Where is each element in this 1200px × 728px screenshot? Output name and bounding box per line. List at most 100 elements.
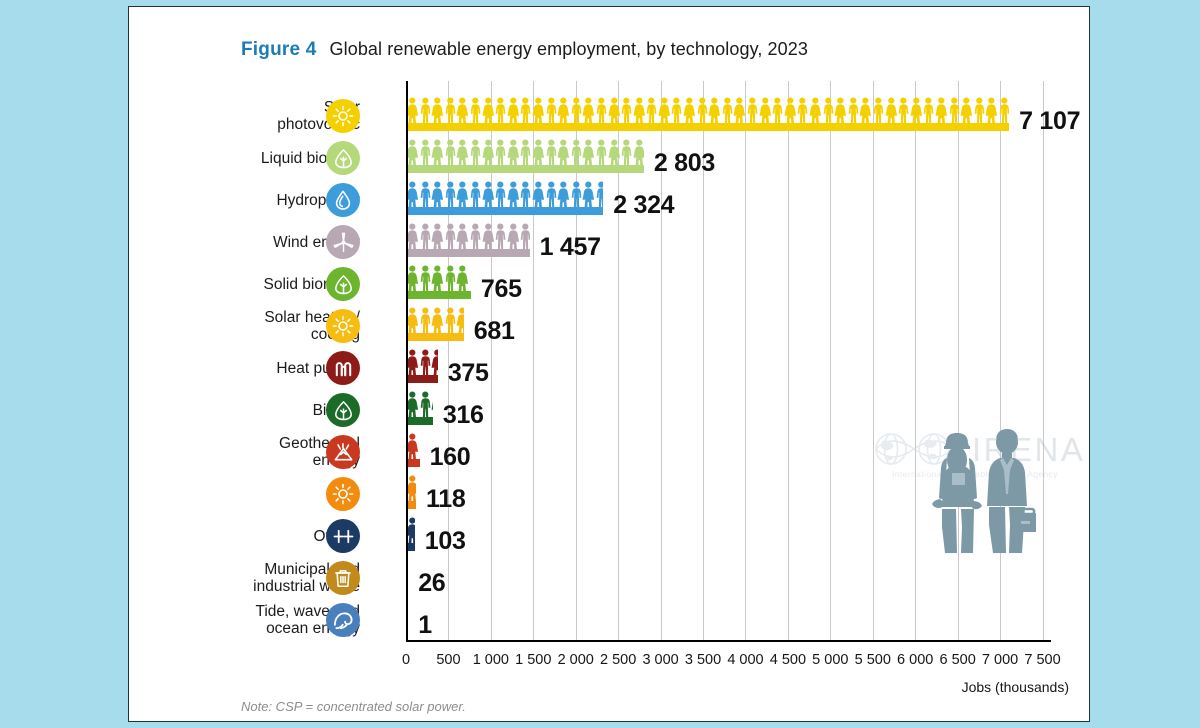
gridline [1042, 81, 1044, 642]
gridline [575, 81, 577, 642]
category-row[interactable]: CSP [180, 473, 360, 515]
bar-value-label: 160 [429, 443, 471, 471]
bar-row[interactable]: 765 [406, 257, 1051, 303]
bar-value-label: 681 [473, 317, 515, 345]
x-tick-label: 5 000 [812, 652, 849, 668]
bar-base [406, 375, 438, 383]
category-row[interactable]: Hydropower [180, 179, 360, 221]
bar-row[interactable]: 2 803 [406, 131, 1051, 177]
bar-value-label: 26 [418, 569, 446, 597]
bar [406, 425, 420, 467]
figure-note: Note: CSP = concentrated solar power. [241, 699, 466, 714]
bar [406, 257, 471, 299]
page-title: Global renewable energy employment, by t… [329, 39, 808, 59]
gridline [915, 81, 917, 642]
bar-row[interactable]: 681 [406, 299, 1051, 345]
gridline [872, 81, 874, 642]
bar [406, 173, 604, 215]
x-tick-label: 2 000 [557, 652, 594, 668]
bar-value-label: 1 [418, 611, 432, 639]
wave-icon [326, 603, 360, 637]
bar [406, 299, 464, 341]
leaf-icon [326, 141, 360, 175]
category-row[interactable]: Geothermalenergy [180, 431, 360, 473]
category-row[interactable]: Solar heating/cooling [180, 305, 360, 347]
category-row[interactable]: Municipal and industrial waste [180, 557, 360, 599]
gridline [1000, 81, 1002, 642]
geothermal-icon [326, 435, 360, 469]
people-pictograms [406, 307, 464, 334]
x-axis-title: Jobs (thousands) [961, 679, 1069, 695]
bar-value-label: 2 803 [653, 149, 715, 177]
x-tick-label: 7 000 [981, 652, 1019, 668]
x-tick-label: 5 500 [854, 652, 891, 668]
x-tick-label: 4 500 [769, 652, 807, 668]
gridline [660, 81, 662, 642]
x-tick-label: 6 000 [897, 652, 934, 668]
sun-icon [326, 477, 360, 511]
bar-base [406, 543, 415, 551]
bar-base [406, 291, 471, 299]
x-tick-label: 4 000 [727, 652, 764, 668]
bar-value-label: 118 [426, 485, 466, 513]
bar [406, 131, 644, 173]
bar-row[interactable]: 2 324 [406, 173, 1051, 219]
people-pictograms [406, 265, 471, 292]
people-pictograms [406, 97, 1010, 124]
gridline [618, 81, 620, 642]
people-pictograms [406, 433, 420, 460]
bar-row[interactable]: 118 [406, 467, 1051, 513]
x-tick-label: 3 500 [684, 652, 722, 668]
water-drop-icon [326, 183, 360, 217]
category-row[interactable]: Others [180, 515, 360, 557]
bar-row[interactable]: 103 [406, 509, 1051, 555]
category-row[interactable]: Liquid biofuels [180, 137, 360, 179]
bar-row[interactable]: 160 [406, 425, 1051, 471]
bar-base [406, 501, 416, 509]
bar-row[interactable]: 1 457 [406, 215, 1051, 261]
figure-heading: Figure 4 Global renewable energy employme… [241, 39, 808, 61]
category-axis: SolarphotovoltaicLiquid biofuelsHydropow… [184, 87, 414, 648]
gridline [448, 81, 450, 642]
bar [406, 509, 415, 551]
bar-value-label: 1 457 [539, 233, 601, 261]
bar [406, 89, 1010, 131]
bar-value-label: 103 [424, 527, 466, 555]
bar-row[interactable]: 316 [406, 383, 1051, 429]
bar-value-label: 765 [480, 275, 522, 303]
people-pictograms [406, 223, 530, 250]
gridline [745, 81, 747, 642]
category-row[interactable]: Heat pumps [180, 347, 360, 389]
bar [406, 215, 530, 257]
leaf-icon [326, 267, 360, 301]
axis-frame [406, 81, 1051, 642]
people-pictograms [406, 181, 604, 208]
bar-value-label: 316 [442, 401, 484, 429]
trash-bin-icon [326, 561, 360, 595]
bar-base [406, 165, 644, 173]
leaf-icon [326, 393, 360, 427]
bar-base [406, 123, 1010, 131]
x-tick-label: 0 [401, 652, 411, 668]
bar-row[interactable]: 7 107 [406, 89, 1081, 135]
category-row[interactable]: Biogas [180, 389, 360, 431]
category-row[interactable]: Wind energy [180, 221, 360, 263]
wind-turbine-icon [326, 225, 360, 259]
chart-plot-area: 7 107 2 803 2 324 1 457 765 681 375 316 160 118 10… [406, 81, 1081, 642]
bar-base [406, 417, 433, 425]
category-row[interactable]: Solarphotovoltaic [180, 95, 360, 137]
people-pictograms [406, 139, 644, 166]
category-row[interactable]: Tide, wave and ocean energy [180, 599, 360, 641]
bar-value-label: 7 107 [1019, 107, 1081, 135]
gridline [957, 81, 959, 642]
x-tick-label: 2 500 [600, 652, 637, 668]
heat-coil-icon [326, 351, 360, 385]
bar-base [406, 249, 530, 257]
x-tick-label: 1 500 [515, 652, 552, 668]
x-axis-ticks: 0 500 1 000 1 500 2 000 2 500 3 000 3 500 4 000 4… [402, 652, 1066, 672]
bar-base [406, 207, 604, 215]
sun-icon [326, 99, 360, 133]
category-row[interactable]: Solid biomass [180, 263, 360, 305]
people-pictograms [406, 475, 416, 502]
bar-row[interactable]: 375 [406, 341, 1051, 387]
